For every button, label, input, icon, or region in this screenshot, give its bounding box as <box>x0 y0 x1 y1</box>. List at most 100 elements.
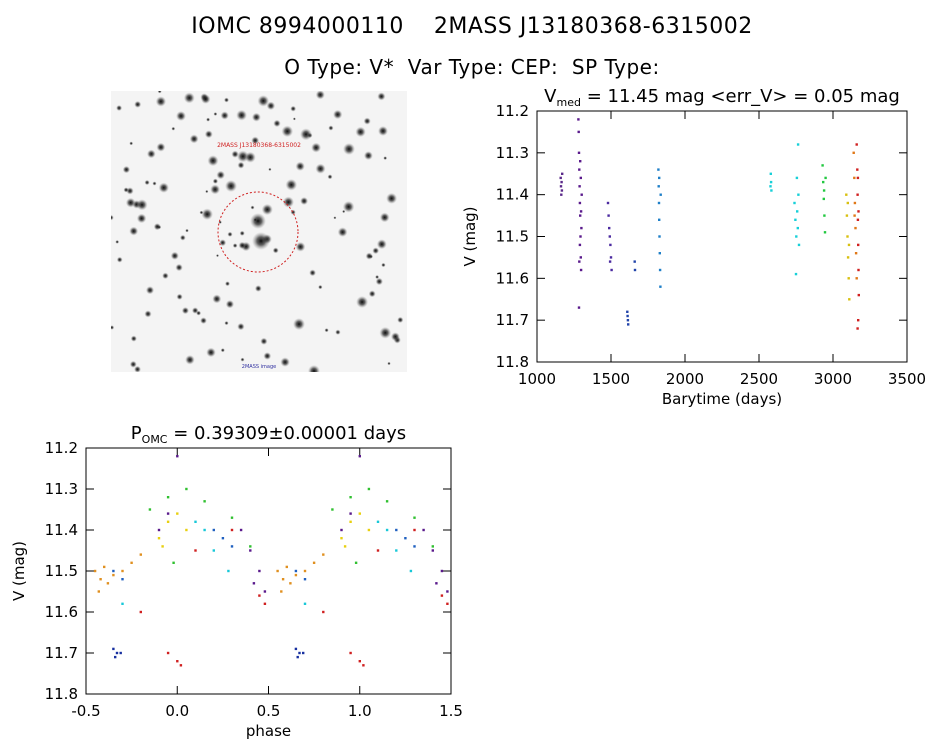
finder-star <box>273 119 281 128</box>
data-point <box>577 118 580 121</box>
data-point <box>579 214 582 217</box>
finder-star <box>295 161 305 171</box>
data-point <box>312 561 316 564</box>
data-point <box>854 252 858 255</box>
x-tick-label: 2000 <box>666 370 704 388</box>
data-point <box>446 602 449 605</box>
data-point <box>578 260 581 263</box>
finder-star <box>134 365 141 373</box>
data-point <box>121 578 124 581</box>
finder-star <box>379 326 392 339</box>
finder-star <box>225 281 230 287</box>
data-point <box>794 218 797 221</box>
data-point <box>263 590 267 593</box>
data-point <box>857 293 860 297</box>
data-point <box>227 569 230 573</box>
finder-star <box>397 316 404 323</box>
data-point <box>395 549 398 552</box>
data-point <box>579 256 582 259</box>
y-tick-label: 11.2 <box>45 439 78 457</box>
data-point <box>822 197 825 201</box>
data-point <box>627 323 630 326</box>
finder-star <box>179 234 186 241</box>
data-point <box>263 602 267 605</box>
data-point <box>559 185 563 188</box>
data-point <box>845 193 848 196</box>
finder-star <box>227 231 233 237</box>
data-point <box>258 594 261 597</box>
y-tick-label: 11.6 <box>496 269 529 287</box>
finder-star <box>171 126 176 131</box>
finder-bright-star <box>176 111 186 121</box>
finder-star <box>251 112 261 122</box>
data-point <box>822 189 826 192</box>
finder-star <box>251 136 260 145</box>
data-point <box>409 569 413 573</box>
data-point <box>794 272 798 276</box>
finder-star <box>263 352 272 360</box>
y-tick-label: 11.5 <box>496 228 529 246</box>
finder-star <box>390 332 400 342</box>
data-point <box>212 528 215 532</box>
data-point <box>121 602 124 605</box>
finder-star <box>333 216 337 220</box>
finder-star <box>183 92 195 104</box>
data-point <box>161 545 164 548</box>
data-point <box>148 508 152 511</box>
x-tick-label: 3000 <box>814 370 852 388</box>
data-point <box>343 545 347 548</box>
data-point <box>176 455 179 458</box>
finder-star <box>260 337 268 345</box>
data-point <box>194 549 197 552</box>
data-point <box>580 226 583 230</box>
data-point <box>848 298 851 301</box>
data-point <box>579 210 583 213</box>
finder-star <box>238 241 246 250</box>
data-point <box>280 590 283 593</box>
finder-star <box>224 97 229 103</box>
data-point <box>252 582 256 585</box>
data-point <box>440 569 444 573</box>
finder-star <box>207 155 219 167</box>
data-point <box>413 545 416 548</box>
x-tick-label: 0.0 <box>165 702 189 720</box>
data-point <box>606 201 610 205</box>
data-point <box>626 314 629 318</box>
data-point <box>857 268 860 272</box>
y-tick-label: 11.6 <box>45 603 78 621</box>
finder-star <box>201 208 213 220</box>
data-point <box>579 160 582 163</box>
data-point <box>179 664 183 667</box>
data-point <box>349 512 352 515</box>
x-axis-label: phase <box>246 722 291 740</box>
finder-star <box>134 100 142 108</box>
finder-label-top: 2MASS J13180368-6315002 <box>217 142 301 149</box>
finder-star <box>383 156 388 160</box>
finder-star <box>220 348 225 353</box>
data-point <box>302 651 305 655</box>
x-tick-label: 1500 <box>592 370 630 388</box>
finder-star <box>196 310 202 316</box>
data-point <box>106 582 110 585</box>
plot-frame <box>536 110 908 363</box>
finder-star <box>318 284 323 290</box>
data-point <box>166 496 170 499</box>
data-point <box>626 319 630 322</box>
data-point <box>797 193 800 196</box>
data-point <box>846 256 850 259</box>
finder-star <box>129 360 137 368</box>
data-point <box>294 569 298 573</box>
finder-star <box>155 96 167 107</box>
data-point <box>212 549 215 552</box>
finder-star <box>146 149 156 159</box>
finder-star <box>281 125 294 138</box>
data-point <box>172 561 175 564</box>
data-point <box>659 193 662 196</box>
finder-star <box>300 128 312 141</box>
finder-star <box>185 228 189 233</box>
finder-star <box>189 134 199 144</box>
data-point <box>580 193 583 196</box>
data-point <box>281 578 285 581</box>
data-point <box>847 277 850 280</box>
finder-star <box>136 213 147 224</box>
